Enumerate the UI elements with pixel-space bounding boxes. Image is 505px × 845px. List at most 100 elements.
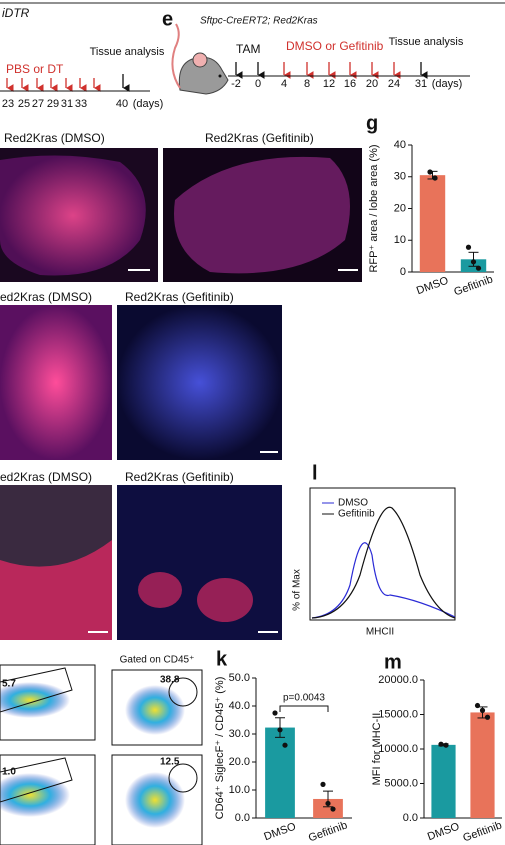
day-label: 0	[255, 78, 261, 90]
day-label: 12	[323, 78, 335, 90]
flow-density	[125, 772, 185, 828]
day-label: 29	[47, 98, 59, 110]
mouse-icon	[171, 23, 229, 95]
panel-letter: l	[312, 462, 318, 484]
data-point	[484, 714, 491, 720]
x-axis-label: MHCII	[366, 627, 394, 638]
legend-label: Gefitinib	[338, 509, 375, 520]
y-tick-label: 5000.0	[384, 777, 418, 789]
bar	[470, 712, 495, 818]
panel-letter: k	[216, 648, 228, 670]
y-tick-label: 20	[394, 202, 406, 214]
endpoint-label: Tissue analysis	[90, 46, 165, 58]
day-label: 20	[366, 78, 378, 90]
panel-title: Sftpc-CreERT2; Red2Kras	[200, 16, 318, 27]
data-point	[470, 259, 477, 265]
y-tick-label: 20000.0	[378, 674, 418, 686]
y-tick-label: 10000.0	[378, 743, 418, 755]
image-label: ed2Kras (DMSO)	[0, 290, 92, 304]
y-tick-label: 10.0	[229, 784, 250, 796]
data-point	[474, 702, 481, 709]
gate-number: 1.0	[2, 767, 16, 778]
histogram-dmso	[311, 542, 456, 619]
data-point	[479, 707, 486, 713]
gate-number: 12.5	[160, 757, 180, 768]
day-label: 31	[61, 98, 73, 110]
treatment-label: DMSO or Gefitinib	[286, 39, 384, 53]
gate	[0, 757, 73, 803]
day-label: 33	[75, 98, 87, 110]
day-label: 31	[415, 78, 427, 90]
tumor-area	[0, 540, 112, 640]
panel-letter: g	[366, 112, 378, 134]
day-label: (days)	[133, 98, 164, 110]
data-point	[330, 806, 336, 812]
gate-label: Gated on CD45⁺	[120, 655, 195, 666]
treatment-arrows	[283, 62, 401, 79]
day-label: -2	[231, 78, 241, 90]
tumor-area	[197, 578, 253, 622]
legend-label: DMSO	[338, 498, 368, 509]
bar	[431, 744, 456, 818]
gate-number: 5.7	[2, 679, 16, 690]
p-value: p=0.0043	[283, 693, 325, 704]
x-tick-label: DMSO	[262, 820, 298, 843]
flow-density	[0, 773, 70, 817]
flow-density	[125, 685, 185, 735]
day-label: 24	[388, 78, 400, 90]
y-axis-label: MFI for MHC-II	[371, 713, 383, 786]
day-label: 25	[18, 98, 30, 110]
day-label: 23	[2, 98, 14, 110]
y-tick-label: 40	[394, 139, 406, 151]
image-label: Red2Kras (DMSO)	[4, 131, 105, 145]
data-point	[277, 727, 283, 733]
image-label: ed2Kras (DMSO)	[0, 470, 92, 484]
lobe	[0, 155, 146, 276]
day-label: 8	[304, 78, 310, 90]
image-label: Red2Kras (Gefitinib)	[205, 131, 314, 145]
day-label: 16	[344, 78, 356, 90]
data-point	[432, 175, 438, 181]
gate	[168, 677, 198, 707]
image-gefitinib	[117, 485, 282, 640]
data-point	[438, 741, 444, 747]
day-label: 40	[116, 98, 128, 110]
y-tick-label: 10	[394, 234, 406, 246]
data-point	[320, 781, 326, 788]
lobe	[174, 156, 350, 274]
bar	[313, 798, 343, 818]
data-point	[282, 742, 288, 748]
endpoint-label: Tissue analysis	[389, 36, 464, 48]
y-tick-label: 50.0	[229, 672, 250, 684]
y-axis-label: CD64⁺ SiglecF⁺ / CD45⁺ (%)	[214, 677, 226, 820]
y-axis-label: RFP⁺ area / lobe area (%)	[368, 144, 380, 272]
x-tick-label: Gefitinib	[307, 819, 349, 844]
panel-letter: e	[162, 8, 173, 30]
scale-bars	[88, 269, 358, 633]
image-dmso	[0, 305, 112, 460]
treatment-arrows	[6, 78, 101, 92]
data-point	[427, 169, 433, 175]
data-point	[325, 800, 331, 807]
flow-density	[0, 682, 70, 718]
y-axis-label: % of Max	[292, 569, 303, 611]
y-tick-label: 30	[394, 171, 406, 183]
y-tick-label: 0.0	[235, 812, 250, 824]
day-label: (days)	[432, 78, 463, 90]
x-tick-label: DMSO	[415, 274, 451, 297]
image-label: Red2Kras (Gefitinib)	[125, 470, 234, 484]
x-tick-label: Gefitinib	[452, 273, 494, 298]
y-tick-label: 40.0	[229, 700, 250, 712]
bar	[265, 727, 295, 818]
image-gefitinib	[117, 305, 282, 460]
y-tick-label: 20.0	[229, 756, 250, 768]
induction-label: TAM	[236, 42, 260, 56]
data-point	[443, 742, 449, 748]
data-point	[465, 244, 472, 250]
day-label: 4	[281, 78, 287, 90]
y-tick-label: 0.0	[403, 812, 418, 824]
image-label: Red2Kras (Gefitinib)	[125, 290, 234, 304]
bar	[419, 175, 446, 272]
induction-arrows	[235, 62, 428, 79]
